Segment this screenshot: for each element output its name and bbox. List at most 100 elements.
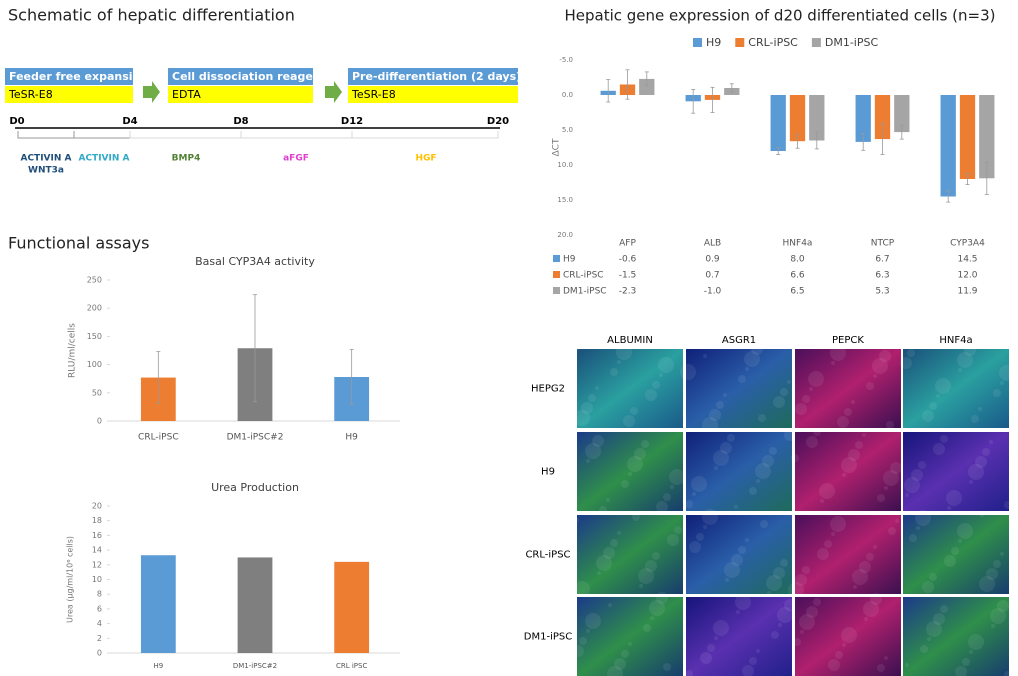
cell-texture	[703, 525, 707, 529]
y-tick-label: 0	[97, 417, 102, 426]
cell-texture	[756, 479, 760, 483]
cell-texture	[842, 473, 846, 477]
cell-texture	[866, 553, 874, 561]
cell-texture	[762, 455, 774, 467]
cell-texture	[841, 627, 857, 643]
y-tick-label: 0.0	[562, 91, 573, 99]
y-axis-label: RLU/ml/cells	[68, 323, 78, 378]
table-value: 0.9	[705, 255, 720, 265]
cell-texture	[784, 599, 796, 611]
cell-texture	[947, 506, 951, 510]
micrograph	[903, 432, 1009, 511]
stage-header	[168, 68, 313, 85]
cell-texture	[788, 582, 804, 598]
bracket	[129, 131, 242, 139]
day-label: D8	[233, 116, 248, 127]
legend-label: CRL-iPSC	[748, 36, 798, 49]
cell-texture	[720, 442, 732, 454]
cell-texture	[958, 539, 962, 543]
cell-texture	[702, 417, 718, 433]
cell-texture	[691, 476, 707, 492]
x-tick-label: DM1-iPSC#2	[233, 662, 277, 670]
chart-title: Hepatic gene expression of d20 different…	[564, 7, 995, 25]
cell-texture	[986, 568, 998, 580]
cell-texture	[802, 395, 810, 403]
cell-texture	[895, 519, 899, 523]
cell-texture	[955, 666, 967, 676]
micrograph	[686, 597, 792, 676]
cell-texture	[586, 629, 590, 633]
y-tick-label: 150	[87, 332, 102, 341]
x-tick-label: H9	[345, 433, 358, 443]
bar	[334, 561, 370, 653]
legend-label: DM1-iPSC	[825, 36, 879, 49]
cell-texture	[767, 591, 771, 595]
cell-texture	[791, 454, 799, 462]
cell-texture	[574, 581, 590, 597]
cell-texture	[581, 402, 593, 414]
x-tick-label: DM1-iPSC#2	[227, 433, 284, 443]
cell-texture	[725, 578, 729, 582]
cell-texture	[828, 659, 840, 671]
cell-texture	[714, 466, 718, 470]
cell-texture	[831, 532, 835, 536]
cell-texture	[685, 670, 693, 676]
cell-texture	[597, 571, 601, 575]
cell-texture	[585, 613, 601, 629]
cell-texture	[727, 434, 735, 442]
cell-texture	[915, 510, 931, 526]
chart-title: Basal CYP3A4 activity	[195, 255, 315, 268]
cell-texture	[920, 645, 928, 653]
micrograph	[795, 515, 901, 594]
bar	[639, 78, 655, 95]
cell-texture	[592, 435, 604, 447]
cell-texture	[795, 574, 807, 586]
cell-texture	[1004, 501, 1012, 509]
cell-texture	[844, 408, 852, 416]
cell-texture	[883, 470, 899, 486]
factor-label: HGF	[415, 154, 436, 164]
cell-texture	[703, 354, 707, 358]
cell-texture	[879, 350, 891, 362]
y-tick-label: 5.0	[562, 126, 573, 134]
cell-texture	[997, 600, 1009, 612]
bracket	[240, 131, 353, 139]
cell-texture	[989, 440, 993, 444]
cell-texture	[760, 520, 768, 528]
cell-texture	[709, 409, 721, 421]
cell-texture	[969, 480, 973, 484]
cell-texture	[817, 548, 829, 560]
stage-medium: EDTA	[172, 88, 201, 101]
cell-texture	[929, 402, 937, 410]
bar	[237, 557, 273, 653]
y-tick-label: 50	[92, 388, 102, 397]
cell-texture	[830, 345, 846, 361]
cell-texture	[663, 493, 671, 501]
table-value: 6.3	[875, 271, 889, 281]
cell-texture	[909, 534, 917, 542]
cell-texture	[951, 547, 959, 555]
row-label: HEPG2	[531, 384, 565, 395]
cell-texture	[607, 666, 623, 676]
cell-texture	[907, 349, 915, 357]
cell-texture	[643, 624, 651, 632]
y-tick-label: 15.0	[557, 196, 573, 204]
y-tick-label: 6	[97, 604, 102, 613]
cell-texture	[852, 569, 868, 585]
cell-texture	[888, 527, 896, 535]
cell-texture	[841, 457, 857, 473]
x-tick-label: ALB	[704, 239, 721, 249]
cell-texture	[595, 386, 599, 390]
cell-texture	[700, 652, 712, 664]
stage-label: Feeder free expansion	[9, 70, 148, 83]
cell-texture	[745, 367, 749, 371]
cell-texture	[659, 373, 663, 377]
cell-texture	[652, 552, 660, 560]
bar	[789, 95, 806, 142]
cell-texture	[978, 407, 982, 411]
y-axis-label: ΔCT	[552, 138, 562, 156]
cell-texture	[766, 575, 782, 591]
legend-swatch	[811, 38, 821, 47]
cell-texture	[855, 441, 863, 449]
cell-texture	[707, 644, 715, 652]
